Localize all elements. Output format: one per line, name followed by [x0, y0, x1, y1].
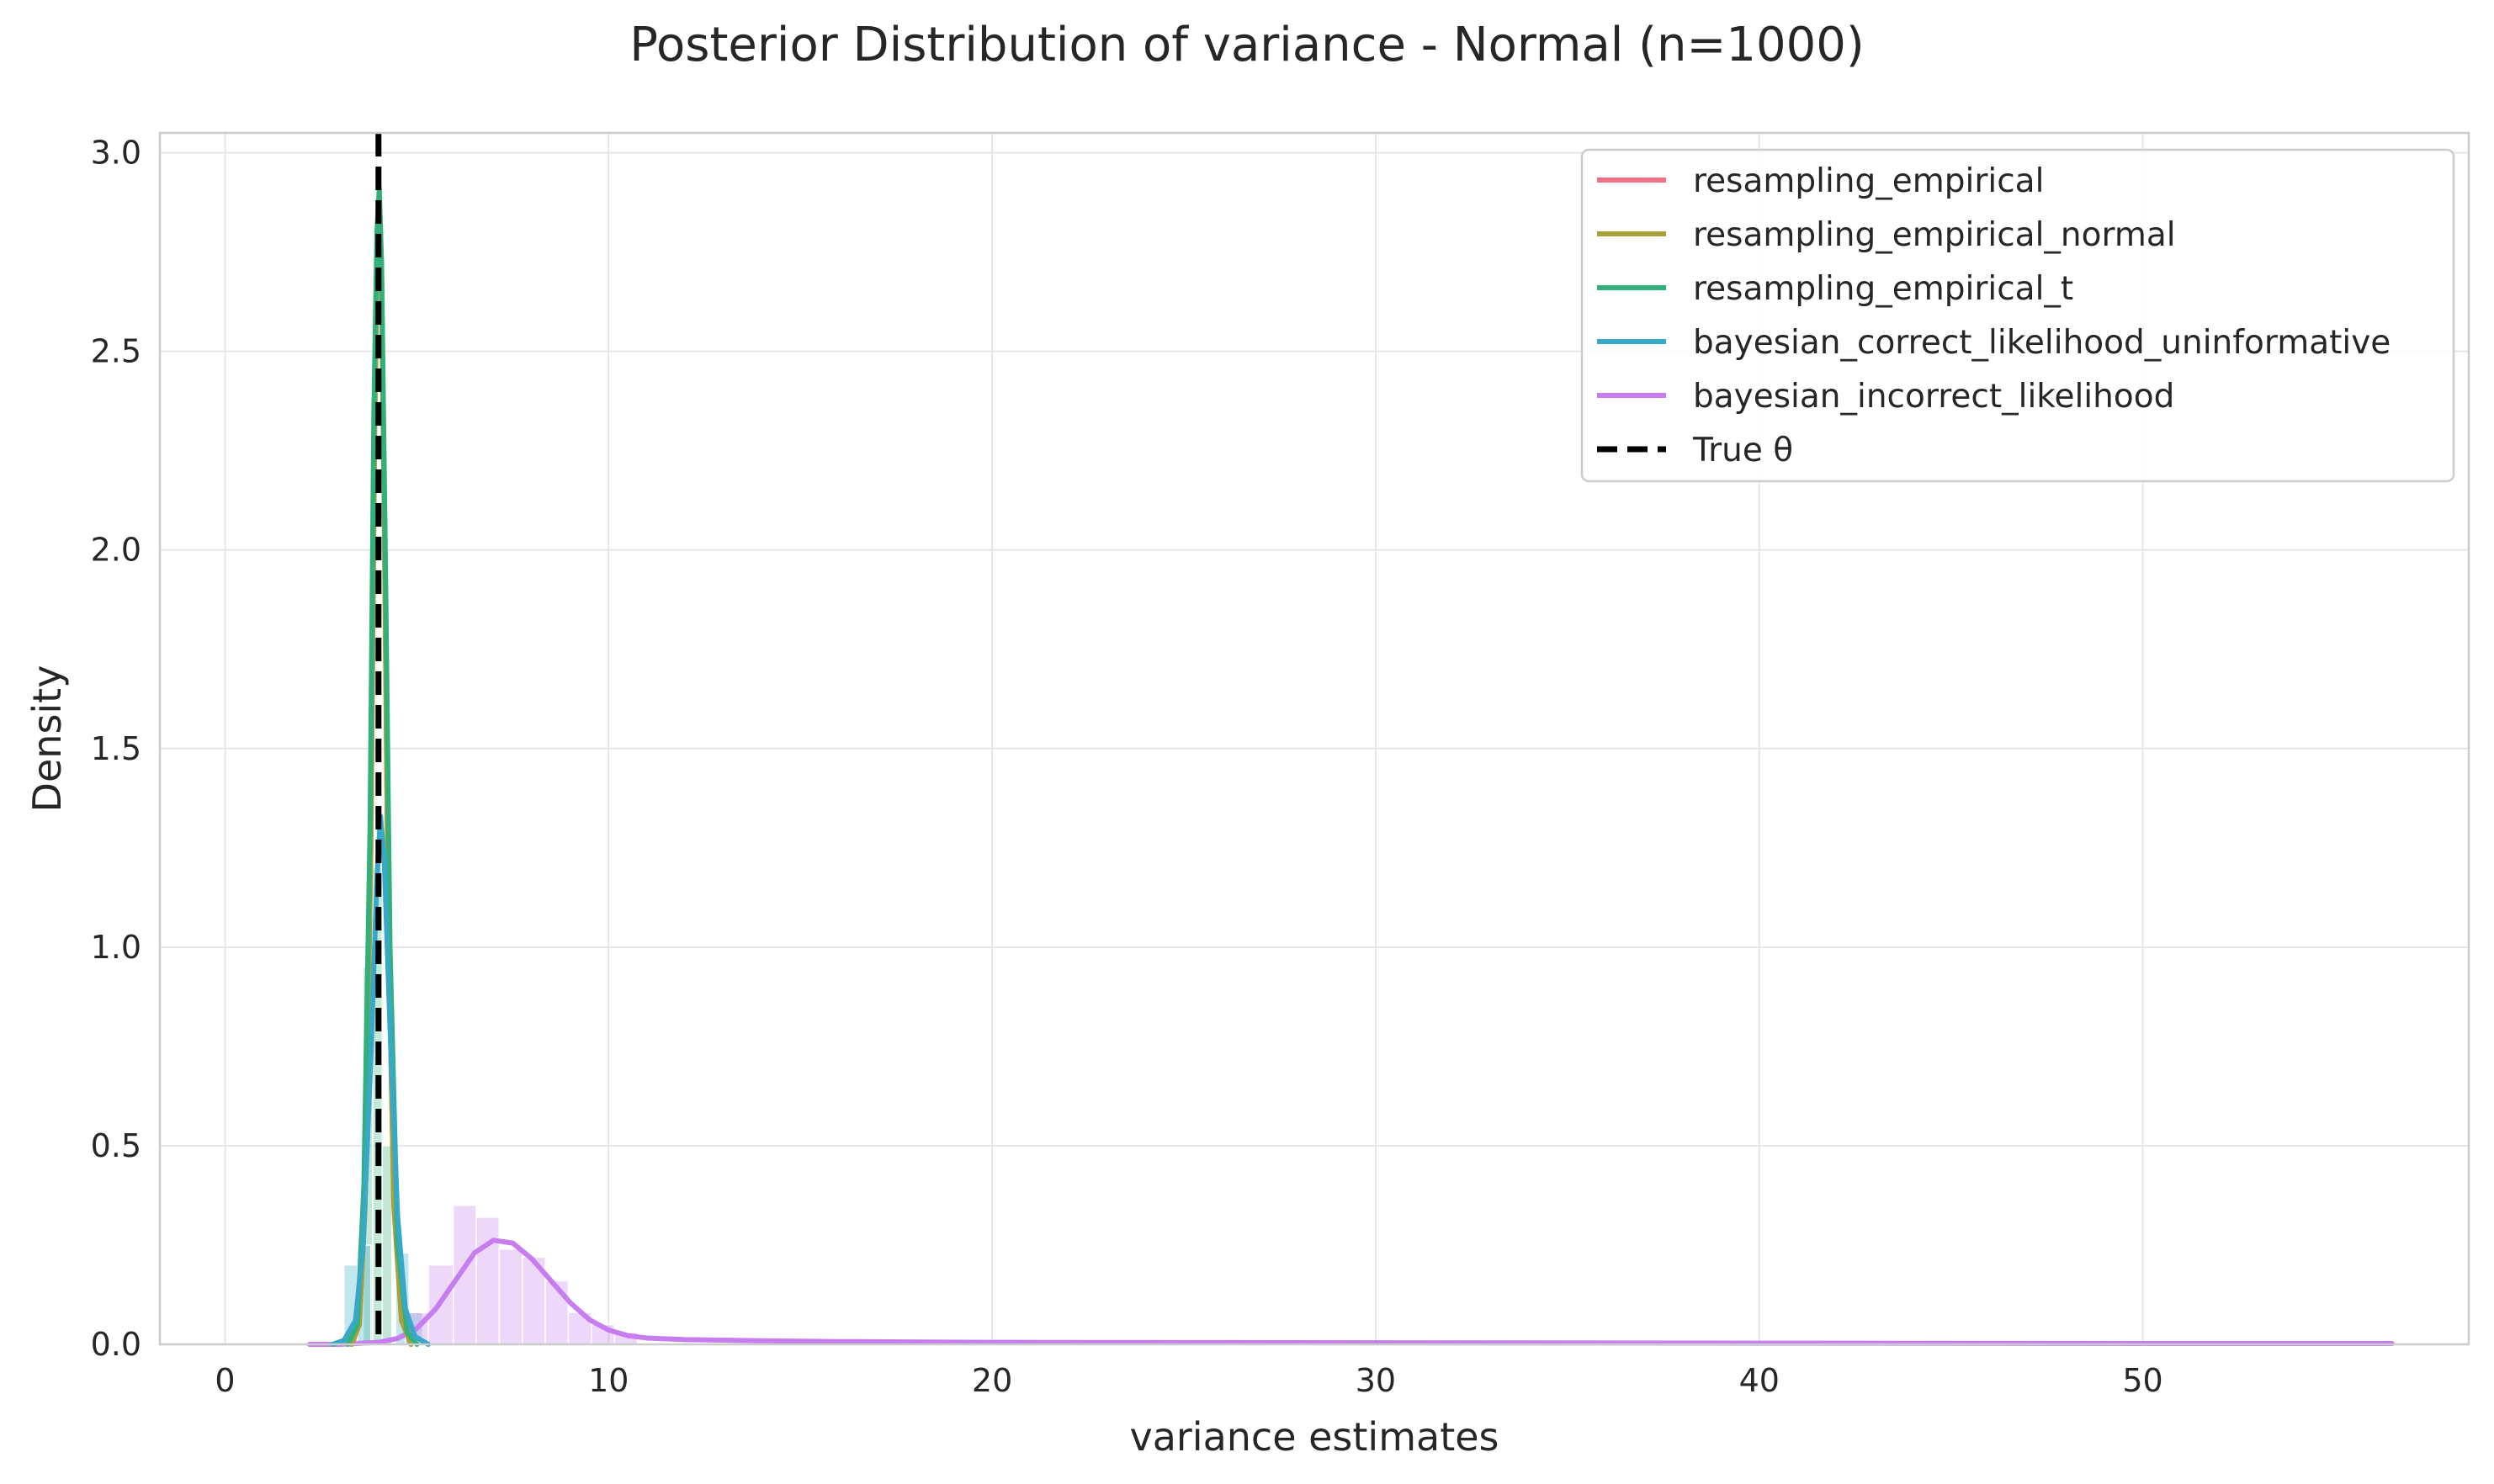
histogram-bar-series-4 [475, 1216, 501, 1345]
legend-label: resampling_empirical_t [1693, 270, 2073, 308]
legend-items: resampling_empirical resampling_empirical… [1597, 162, 2391, 469]
kde-line-bayesian-incorrect-likelihood [306, 1238, 2395, 1347]
legend-label: resampling_empirical_normal [1693, 216, 2176, 254]
legend: resampling_empirical resampling_empirical… [1580, 148, 2455, 483]
x-tick-label: 20 [972, 1362, 1012, 1399]
y-tick-label: 1.0 [91, 929, 141, 966]
chart-title: Posterior Distribution of variance - Nor… [629, 18, 1865, 72]
y-axis-ticks: 0.0 0.5 1.0 1.5 2.0 2.5 3.0 [91, 135, 141, 1363]
legend-box [1580, 148, 2455, 483]
y-tick-label: 0.0 [91, 1326, 141, 1363]
x-tick-label: 10 [588, 1362, 629, 1399]
y-tick-label: 1.5 [91, 730, 141, 767]
legend-label: bayesian_incorrect_likelihood [1693, 378, 2174, 416]
histogram-bar-series-4 [498, 1248, 523, 1345]
x-tick-label: 50 [2122, 1362, 2162, 1399]
y-tick-label: 3.0 [91, 135, 141, 172]
x-axis-label: variance estimates [1129, 1414, 1499, 1460]
y-tick-label: 0.5 [91, 1127, 141, 1164]
x-axis-ticks: 0 10 20 30 40 50 [215, 1362, 2162, 1399]
x-tick-label: 30 [1356, 1362, 1396, 1399]
y-tick-label: 2.5 [91, 333, 141, 370]
histogram-bar-series-2 [381, 1145, 393, 1345]
legend-label: bayesian_correct_likelihood_uninformativ… [1693, 324, 2391, 362]
plot-frame [158, 131, 2470, 1346]
legend-label: True θ [1692, 432, 1793, 469]
y-tick-label: 2.0 [91, 532, 141, 569]
x-tick-label: 0 [215, 1362, 235, 1399]
x-tick-label: 40 [1739, 1362, 1780, 1399]
y-axis-label: Density [24, 665, 70, 813]
legend-label: resampling_empirical [1693, 162, 2044, 200]
